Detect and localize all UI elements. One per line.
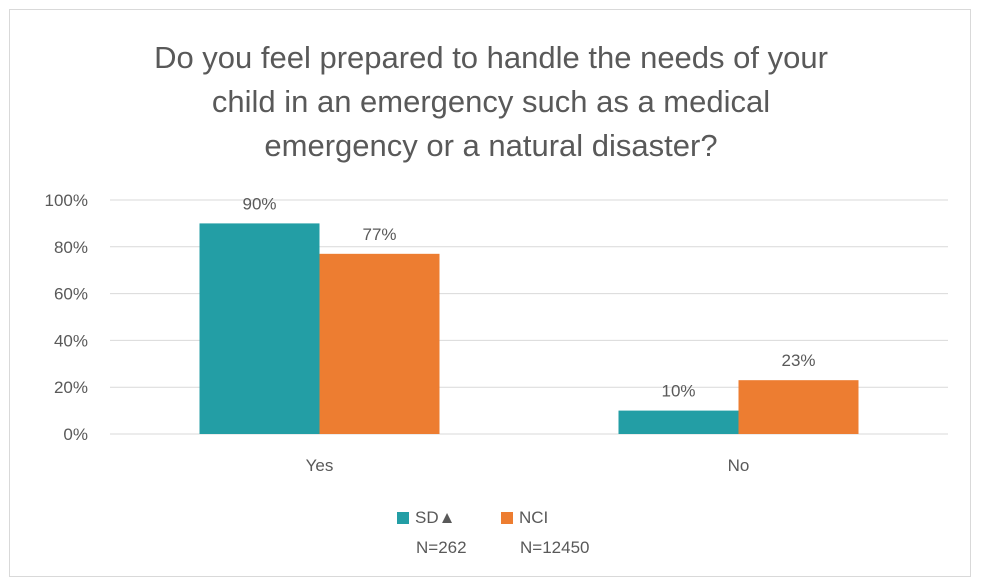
y-tick-label: 80%	[54, 238, 88, 257]
legend-swatch-sd	[397, 512, 409, 524]
chart-title-line-2: child in an emergency such as a medical	[211, 84, 771, 119]
legend-label-sd: SD▲	[415, 508, 456, 527]
chart-title: Do you feel prepared to handle the needs…	[0, 36, 982, 168]
legend-n-sd: N=262	[416, 538, 467, 557]
legend-item-nci: NCI	[501, 508, 548, 528]
legend-swatch-nci	[501, 512, 513, 524]
legend-label-nci: NCI	[519, 508, 549, 527]
bar	[618, 410, 739, 434]
x-tick-label: Yes	[306, 456, 334, 475]
y-tick-label: 60%	[54, 285, 88, 304]
data-label: 10%	[661, 382, 695, 401]
data-label: 23%	[781, 351, 815, 370]
data-label: 90%	[242, 194, 276, 213]
chart-title-line-3: emergency or a natural disaster?	[264, 128, 718, 163]
legend-n-nci: N=12450	[520, 538, 590, 557]
bar	[319, 253, 440, 434]
y-tick-label: 20%	[54, 378, 88, 397]
y-tick-label: 40%	[54, 331, 88, 350]
legend: SD▲ NCI N=262 N=12450	[0, 508, 982, 568]
legend-item-sd: SD▲	[397, 508, 455, 528]
y-tick-label: 100%	[45, 191, 88, 210]
bar	[199, 223, 320, 434]
data-label: 77%	[362, 225, 396, 244]
chart-title-line-1: Do you feel prepared to handle the needs…	[154, 40, 828, 75]
chart-frame	[9, 9, 971, 577]
x-tick-label: No	[728, 456, 750, 475]
y-tick-label: 0%	[63, 425, 88, 444]
bar	[738, 380, 859, 434]
